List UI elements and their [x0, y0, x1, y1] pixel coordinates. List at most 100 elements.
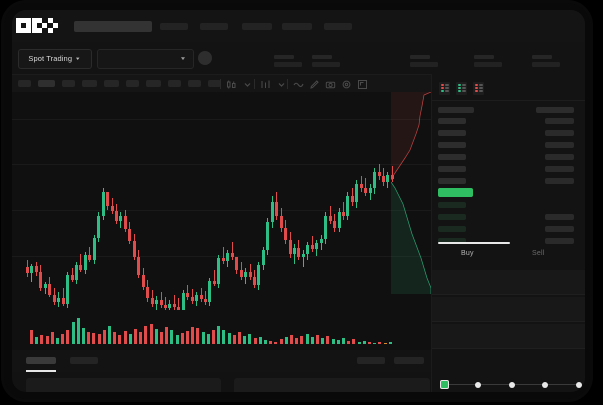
volume-bar	[383, 342, 387, 344]
market-type-button[interactable]: Spot Trading ▼	[18, 49, 92, 69]
candle	[97, 216, 101, 238]
timeframe-5[interactable]	[104, 80, 119, 87]
candle-wick	[178, 298, 180, 310]
order-form-row-1[interactable]	[432, 270, 585, 295]
candle	[177, 307, 181, 310]
orderbook-ask-row-price[interactable]	[438, 154, 466, 160]
volume-bar	[388, 342, 392, 344]
bottom-tab-order-history[interactable]	[70, 357, 98, 364]
candle	[106, 192, 110, 206]
toolbar-divider-1	[220, 79, 221, 89]
orderbook-bid-row-price[interactable]	[438, 238, 466, 244]
orderbook-view-bids-icon[interactable]	[456, 82, 467, 95]
volume-bar	[274, 342, 278, 344]
drawing-line-icon[interactable]	[293, 79, 304, 90]
gridline-4	[12, 256, 431, 257]
orderbook-view-asks-icon[interactable]	[473, 82, 484, 95]
slider-step-2[interactable]	[475, 381, 481, 388]
pencil-icon[interactable]	[309, 79, 320, 90]
chart-type-chevron-icon[interactable]	[242, 79, 253, 90]
price-chart[interactable]	[12, 92, 431, 310]
nav-item-2[interactable]	[160, 23, 188, 30]
candle-wick	[342, 202, 344, 220]
volume-bar	[108, 326, 111, 344]
bottom-tab-open-orders[interactable]	[26, 357, 56, 364]
gridline-2	[12, 164, 431, 165]
nav-item-4[interactable]	[242, 23, 272, 30]
volume-bar	[284, 337, 288, 344]
slider-handle[interactable]	[440, 380, 449, 389]
camera-icon[interactable]	[325, 79, 336, 90]
timeframe-2[interactable]	[38, 80, 55, 87]
timeframe-1[interactable]	[18, 80, 31, 87]
volume-bar	[331, 339, 335, 344]
volume-bar	[87, 332, 91, 344]
order-amount-slider[interactable]	[440, 380, 582, 389]
volume-bar	[253, 338, 257, 344]
orderbook-ask-row-price[interactable]	[438, 130, 466, 136]
orderbook-ask-row-price[interactable]	[438, 166, 466, 172]
timeframe-8[interactable]	[168, 80, 181, 87]
candle-wick	[31, 264, 33, 282]
candle	[333, 221, 337, 228]
orderbook-ask-row-price[interactable]	[438, 142, 466, 148]
slider-step-4[interactable]	[542, 381, 548, 388]
candle	[315, 243, 319, 249]
indicators-icon[interactable]	[260, 79, 271, 90]
nav-item-3[interactable]	[200, 23, 228, 30]
bottom-control-1[interactable]	[357, 357, 385, 364]
orderbook-bid-row-price[interactable]	[438, 226, 466, 232]
orderbook-bid-row-price[interactable]	[438, 214, 466, 220]
ticker-stat-2	[312, 55, 340, 68]
nav-item-6[interactable]	[324, 23, 352, 30]
orderbook-view-both-icon[interactable]	[439, 82, 450, 95]
volume-bar	[362, 341, 366, 344]
timeframe-10[interactable]	[208, 80, 221, 87]
indicators-chevron-icon[interactable]	[276, 79, 287, 90]
volume-bar	[201, 332, 205, 344]
bottom-panel-right	[234, 378, 430, 392]
candle	[34, 266, 38, 272]
candle	[306, 245, 310, 254]
orderbook-bid-row-price[interactable]	[438, 202, 466, 208]
timeframe-9[interactable]	[188, 80, 201, 87]
candle-wick	[391, 166, 393, 182]
candle	[337, 212, 341, 228]
candle	[230, 253, 234, 257]
orderbook-ask-row-price[interactable]	[438, 118, 466, 124]
tab-sell[interactable]: Sell	[532, 250, 545, 257]
okx-logo[interactable]	[16, 18, 58, 33]
nav-item-1[interactable]	[74, 21, 152, 32]
order-form-row-3[interactable]	[432, 324, 585, 349]
volume-bar	[170, 330, 174, 344]
nav-item-5[interactable]	[282, 23, 312, 30]
candle	[341, 212, 345, 216]
volume-bar	[227, 333, 231, 344]
trading-pair-select[interactable]: ▼	[97, 49, 194, 69]
gridline-1	[12, 119, 431, 120]
buy-sell-tabs: Buy Sell	[432, 246, 585, 266]
timeframe-3[interactable]	[62, 80, 75, 87]
slider-step-3[interactable]	[508, 381, 515, 388]
tab-buy[interactable]: Buy	[461, 250, 474, 257]
bottom-control-2[interactable]	[394, 357, 424, 364]
depth-chart	[391, 92, 431, 294]
order-form-row-2[interactable]	[432, 297, 585, 322]
chart-type-icon[interactable]	[226, 79, 237, 90]
volume-bar	[258, 337, 262, 344]
timeframe-7[interactable]	[146, 80, 161, 87]
orderbook-ask-row-price[interactable]	[438, 178, 466, 184]
settings-gear-icon[interactable]	[341, 79, 352, 90]
stat-value	[532, 62, 560, 67]
candle	[70, 275, 74, 280]
slider-step-5[interactable]	[575, 381, 582, 388]
orderbook-header-right	[536, 107, 574, 113]
candle-wick	[80, 254, 82, 272]
fullscreen-icon[interactable]	[357, 79, 368, 90]
volume-bar	[290, 335, 293, 344]
timeframe-4[interactable]	[82, 80, 97, 87]
timeframe-6[interactable]	[126, 80, 139, 87]
volume-bar	[56, 338, 59, 344]
orderbook-ask-row-amount	[545, 178, 574, 184]
